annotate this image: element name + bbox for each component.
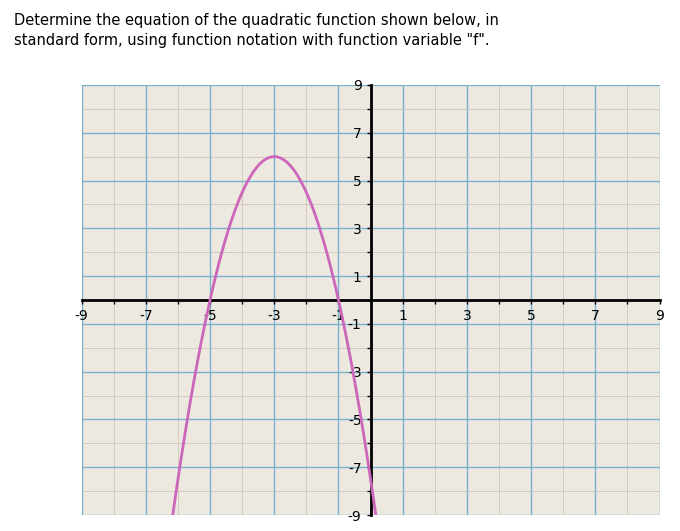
Text: Determine the equation of the quadratic function shown below, in
standard form, : Determine the equation of the quadratic …	[14, 13, 498, 48]
